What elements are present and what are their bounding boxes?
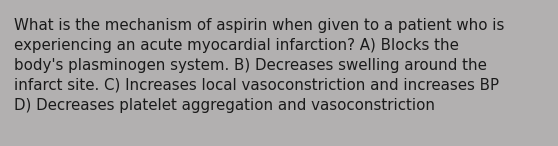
Text: What is the mechanism of aspirin when given to a patient who is
experiencing an : What is the mechanism of aspirin when gi… bbox=[14, 18, 504, 113]
